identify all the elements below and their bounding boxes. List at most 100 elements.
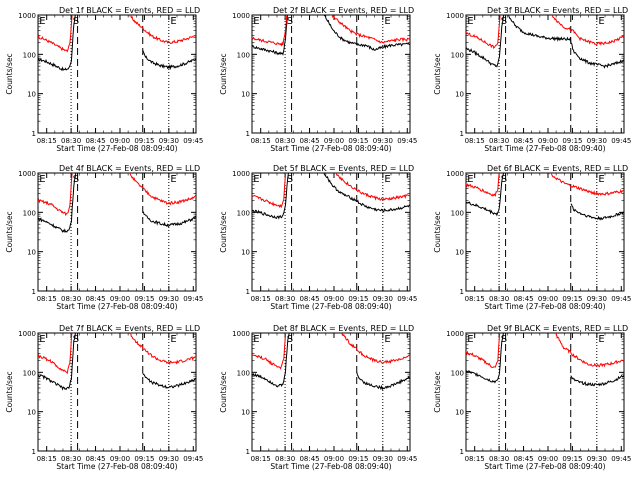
chart-title: Det 9f BLACK = Events, RED = LLD <box>487 324 628 333</box>
series-line-events <box>356 371 410 391</box>
y-axis-label: Counts/sec <box>219 371 228 412</box>
series-line-events <box>142 372 196 389</box>
x-tick-label: 08:30 <box>489 455 509 463</box>
y-tick-label: 100 <box>23 209 36 217</box>
plot-frame <box>465 172 625 292</box>
chart-title: Det 4f BLACK = Events, RED = LLD <box>59 164 200 173</box>
x-tick-label: 09:45 <box>611 137 631 145</box>
marker-label-end: E <box>170 334 176 345</box>
x-tick-label: 08:30 <box>275 455 295 463</box>
marker-label-end: E <box>384 16 390 27</box>
x-tick-label: 08:45 <box>513 137 533 145</box>
x-tick-label: 09:30 <box>159 455 179 463</box>
series-line-events <box>322 15 410 51</box>
y-tick-label: 1000 <box>18 12 36 20</box>
x-tick-label: 08:15 <box>37 295 57 303</box>
series-line-events <box>570 374 624 387</box>
series-line-lld <box>38 173 73 217</box>
y-tick-label: 10 <box>27 249 36 257</box>
plot-frame <box>465 14 625 134</box>
chart-title: Det 5f BLACK = Events, RED = LLD <box>273 164 414 173</box>
y-axis-label: Counts/sec <box>219 211 228 252</box>
series-line-lld <box>549 173 624 196</box>
x-axis-label: Start Time (27-Feb-08 08:09:40) <box>56 144 177 153</box>
x-tick-label: 08:15 <box>251 455 271 463</box>
x-axis-label: Start Time (27-Feb-08 08:09:40) <box>270 144 391 153</box>
x-tick-label: 09:45 <box>611 295 631 303</box>
x-tick-label: 09:30 <box>159 137 179 145</box>
x-tick-label: 08:15 <box>37 455 57 463</box>
plot-frame <box>37 172 197 292</box>
x-tick-label: 09:15 <box>348 137 368 145</box>
plot-frame <box>251 14 411 134</box>
y-tick-label: 10 <box>241 91 250 99</box>
y-tick-label: 100 <box>23 369 36 377</box>
marker-label-start: S <box>501 16 507 27</box>
marker-label-left: E <box>39 174 45 185</box>
y-tick-label: 1 <box>246 288 250 296</box>
chart-panel: Det 3f BLACK = Events, RED = LLD 1 10 100 10… <box>433 6 631 153</box>
chart-title: Det 2f BLACK = Events, RED = LLD <box>273 6 414 15</box>
x-axis-label: Start Time (27-Feb-08 08:09:40) <box>56 462 177 471</box>
x-tick-label: 09:45 <box>397 295 417 303</box>
marker-label-end: E <box>598 16 604 27</box>
x-tick-label: 09:30 <box>587 137 607 145</box>
series-line-events <box>142 211 196 228</box>
series-line-events <box>252 15 289 56</box>
series-line-lld <box>252 173 287 209</box>
x-tick-label: 08:45 <box>513 295 533 303</box>
x-tick-label: 09:15 <box>348 295 368 303</box>
marker-label-end: E <box>598 334 604 345</box>
x-tick-label: 08:30 <box>275 137 295 145</box>
y-tick-label: 1000 <box>18 330 36 338</box>
plot-frame <box>37 332 197 452</box>
marker-label-start: S <box>501 334 507 345</box>
x-tick-label: 08:30 <box>275 295 295 303</box>
x-tick-label: 09:15 <box>562 295 582 303</box>
marker-label-left: E <box>253 174 259 185</box>
chart-panel: Det 8f BLACK = Events, RED = LLD 1 10 100 10… <box>219 324 417 471</box>
series-line-events <box>252 333 290 388</box>
x-tick-label: 08:30 <box>61 137 81 145</box>
y-tick-label: 100 <box>23 51 36 59</box>
x-tick-label: 09:00 <box>538 295 558 303</box>
series-line-events <box>38 15 76 72</box>
marker-label-left: E <box>467 174 473 185</box>
series-line-lld <box>128 333 196 366</box>
y-tick-label: 1 <box>32 130 36 138</box>
x-tick-label: 08:15 <box>465 295 485 303</box>
x-tick-label: 08:45 <box>299 455 319 463</box>
y-axis-label: Counts/sec <box>433 211 442 252</box>
chart-title: Det 1f BLACK = Events, RED = LLD <box>59 6 200 15</box>
y-tick-label: 1 <box>32 288 36 296</box>
chart-panel: Det 6f BLACK = Events, RED = LLD 1 10 100 10… <box>433 164 631 311</box>
y-tick-label: 10 <box>455 409 464 417</box>
marker-label-left: E <box>467 16 473 27</box>
y-tick-label: 10 <box>241 409 250 417</box>
series-line-lld <box>128 173 196 206</box>
marker-label-start: S <box>287 334 293 345</box>
series-line-events <box>466 15 505 68</box>
chart-title: Det 6f BLACK = Events, RED = LLD <box>487 164 628 173</box>
marker-label-left: E <box>253 334 259 345</box>
marker-label-start: S <box>73 16 79 27</box>
x-tick-label: 09:30 <box>159 295 179 303</box>
y-axis-label: Counts/sec <box>219 53 228 94</box>
marker-label-end: E <box>384 334 390 345</box>
plot-frame <box>37 14 197 134</box>
series-line-lld <box>466 173 500 197</box>
x-tick-label: 08:15 <box>251 295 271 303</box>
series-line-lld <box>341 333 410 365</box>
x-tick-label: 08:45 <box>513 455 533 463</box>
y-tick-label: 1 <box>246 130 250 138</box>
chart-panel: Det 9f BLACK = Events, RED = LLD 1 10 100 10… <box>433 324 631 471</box>
y-tick-label: 1 <box>460 130 464 138</box>
marker-label-start: S <box>501 174 507 185</box>
y-tick-label: 100 <box>451 369 464 377</box>
chart-panel: Det 1f BLACK = Events, RED = LLD 1 10 100 10… <box>5 6 203 153</box>
x-tick-label: 08:45 <box>85 455 105 463</box>
x-axis-label: Start Time (27-Feb-08 08:09:40) <box>270 302 391 311</box>
y-tick-label: 1000 <box>446 12 464 20</box>
series-line-lld <box>38 333 73 375</box>
